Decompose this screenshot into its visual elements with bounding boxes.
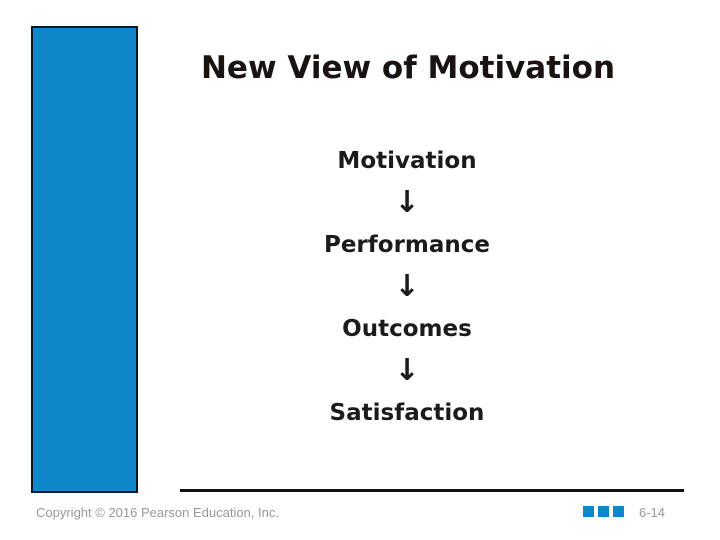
flow-step-performance: Performance bbox=[323, 232, 491, 258]
flow-step-motivation: Motivation bbox=[337, 148, 477, 174]
flow-step-satisfaction: Satisfaction bbox=[329, 400, 485, 426]
footer-divider-line bbox=[180, 489, 684, 492]
slide-title: New View of Motivation bbox=[200, 50, 616, 86]
page-number: 6-14 bbox=[639, 505, 666, 520]
down-arrow-icon: ↓ bbox=[394, 185, 420, 220]
flow-step-outcomes: Outcomes bbox=[342, 316, 472, 342]
footer-square bbox=[598, 506, 609, 517]
accent-bar bbox=[31, 26, 138, 493]
flow-diagram: Motivation ↓ Performance ↓ Outcomes ↓ Sa… bbox=[324, 140, 490, 434]
footer-square bbox=[613, 506, 624, 517]
footer-square bbox=[583, 506, 594, 517]
copyright-text: Copyright © 2016 Pearson Education, Inc. bbox=[36, 505, 280, 520]
footer-squares bbox=[583, 506, 624, 517]
down-arrow-icon: ↓ bbox=[394, 353, 420, 388]
down-arrow-icon: ↓ bbox=[394, 269, 420, 304]
